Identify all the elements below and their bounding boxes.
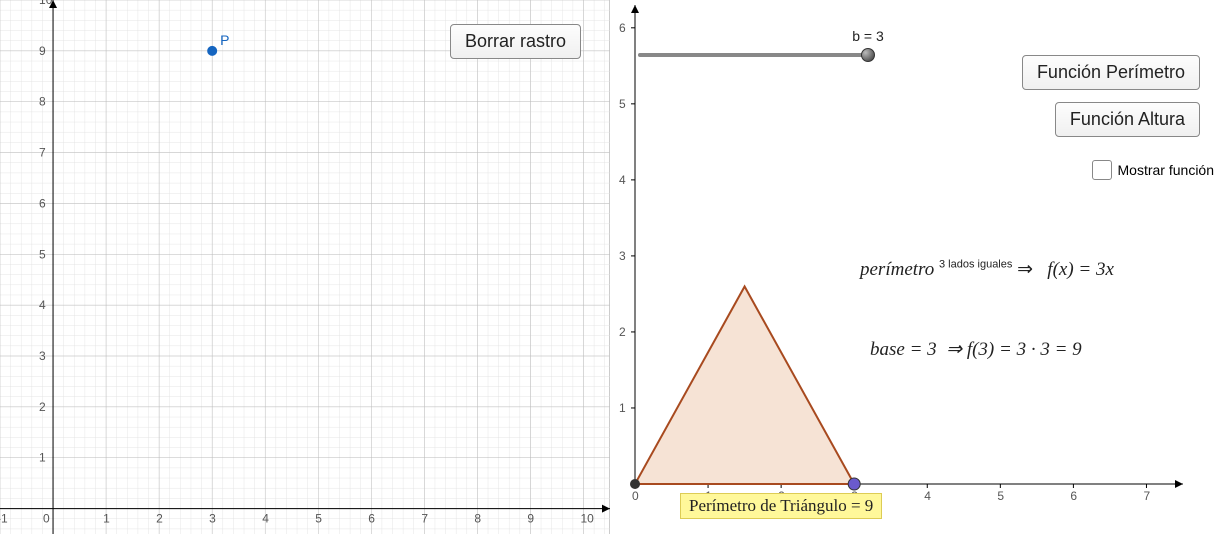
- svg-text:2: 2: [156, 512, 163, 526]
- svg-text:2: 2: [39, 400, 46, 414]
- mostrar-funcion-label: Mostrar función: [1118, 162, 1214, 178]
- left-graph-panel: -1 0 1 2 3 4 5 6 7 8 9 10 1 2 3 4 5 6 7 8 9 10 P Borrar rastro: [0, 0, 610, 534]
- svg-text:7: 7: [421, 512, 428, 526]
- svg-text:10: 10: [39, 0, 53, 7]
- svg-text:6: 6: [368, 512, 375, 526]
- svg-text:0: 0: [43, 512, 50, 526]
- svg-text:8: 8: [39, 95, 46, 109]
- clear-trace-button[interactable]: Borrar rastro: [450, 24, 581, 59]
- b-slider-label: b = 3: [852, 28, 884, 44]
- b-slider-track[interactable]: [638, 53, 868, 57]
- formula-perimetro: perímetro 3 lados iguales ⇒ f(x) = 3x: [860, 258, 1114, 281]
- svg-text:4: 4: [619, 173, 626, 187]
- svg-text:1: 1: [619, 401, 626, 415]
- svg-text:P: P: [220, 32, 229, 48]
- svg-text:6: 6: [1070, 489, 1077, 503]
- svg-text:7: 7: [1143, 489, 1150, 503]
- svg-text:0: 0: [632, 489, 639, 503]
- mostrar-funcion-checkbox[interactable]: [1092, 160, 1112, 180]
- svg-text:5: 5: [39, 247, 46, 261]
- mostrar-funcion-checkbox-wrap: Mostrar función: [1092, 160, 1214, 180]
- svg-text:1: 1: [39, 451, 46, 465]
- svg-text:5: 5: [315, 512, 322, 526]
- formula-base: base = 3 ⇒ f(3) = 3 · 3 = 9: [870, 338, 1082, 361]
- svg-text:8: 8: [474, 512, 481, 526]
- svg-text:4: 4: [924, 489, 931, 503]
- svg-text:4: 4: [262, 512, 269, 526]
- svg-text:10: 10: [580, 512, 594, 526]
- svg-text:6: 6: [619, 21, 626, 35]
- svg-text:3: 3: [619, 249, 626, 263]
- b-slider-thumb[interactable]: [861, 48, 875, 62]
- left-grid-svg: -1 0 1 2 3 4 5 6 7 8 9 10 1 2 3 4 5 6 7 8 9 10 P: [0, 0, 610, 534]
- svg-text:5: 5: [619, 97, 626, 111]
- svg-text:5: 5: [997, 489, 1004, 503]
- svg-text:2: 2: [619, 325, 626, 339]
- svg-text:1: 1: [103, 512, 110, 526]
- svg-text:7: 7: [39, 146, 46, 160]
- svg-text:4: 4: [39, 298, 46, 312]
- svg-text:9: 9: [39, 44, 46, 58]
- svg-text:3: 3: [209, 512, 216, 526]
- funcion-perimetro-button[interactable]: Función Perímetro: [1022, 55, 1200, 90]
- right-graph-panel: 01234567123456 b = 3 Función Perímetro F…: [610, 0, 1218, 534]
- svg-text:-1: -1: [0, 512, 8, 526]
- perimetro-result-box: Perímetro de Triángulo = 9: [680, 493, 882, 519]
- svg-text:9: 9: [527, 512, 534, 526]
- svg-text:3: 3: [39, 349, 46, 363]
- funcion-altura-button[interactable]: Función Altura: [1055, 102, 1200, 137]
- svg-text:6: 6: [39, 196, 46, 210]
